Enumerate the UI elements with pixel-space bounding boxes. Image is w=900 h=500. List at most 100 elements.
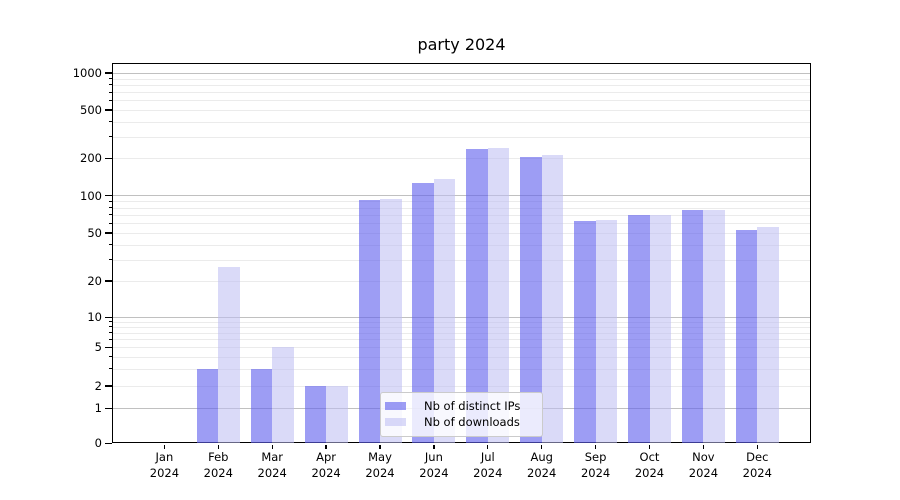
y-minor-tick (108, 332, 112, 334)
y-minor-tick (108, 222, 112, 224)
y-minor-tick (108, 200, 112, 202)
minor-gridline (113, 110, 810, 111)
x-tick-mark (163, 444, 166, 450)
x-tick-mark (702, 444, 705, 450)
bar-distinct-ips (304, 386, 327, 444)
bar-distinct-ips (466, 149, 488, 444)
y-minor-tick (108, 326, 112, 328)
y-tick-label: 2 (94, 379, 102, 393)
y-minor-tick (108, 259, 112, 261)
minor-gridline (113, 100, 810, 102)
minor-gridline (113, 78, 810, 80)
y-tick-label: 1000 (72, 66, 102, 80)
y-tick-mark (105, 316, 112, 318)
bar-distinct-ips (628, 214, 650, 444)
bar-downloads (595, 220, 618, 444)
bar-downloads (326, 386, 348, 444)
x-tick-label: Nov 2024 (688, 450, 719, 480)
y-minor-tick (108, 136, 112, 138)
x-tick-mark (541, 444, 543, 450)
bar-downloads (380, 199, 402, 444)
minor-gridline (113, 136, 810, 138)
y-tick-label: 100 (80, 188, 102, 203)
major-gridline (113, 195, 810, 196)
bar-downloads (218, 267, 240, 444)
x-tick-label: Mar 2024 (257, 450, 287, 480)
bar-distinct-ips (196, 368, 219, 444)
y-tick-label: 0 (94, 436, 102, 451)
x-tick-label: Aug 2024 (527, 450, 557, 480)
y-minor-tick (108, 84, 112, 86)
x-tick-mark (594, 444, 597, 450)
bar-downloads (487, 148, 510, 444)
legend-item-downloads: Nb of downloads (385, 414, 537, 430)
y-minor-tick (108, 214, 112, 216)
bar-distinct-ips (735, 229, 758, 444)
x-tick-label: Jul 2024 (473, 450, 503, 480)
y-tick-mark (105, 109, 112, 111)
bar-downloads (541, 155, 564, 444)
minor-gridline (113, 201, 810, 203)
bar-distinct-ips (412, 182, 434, 444)
legend-label: Nb of distinct IPs (424, 399, 521, 413)
legend-swatch-downloads (385, 418, 406, 426)
y-minor-tick (108, 99, 112, 101)
bar-downloads (703, 210, 725, 444)
x-tick-label: Jan 2024 (149, 450, 180, 480)
x-tick-label: Oct 2024 (634, 450, 665, 480)
minor-gridline (113, 207, 810, 209)
y-tick-mark (105, 442, 112, 444)
bar-downloads (272, 347, 294, 444)
y-tick-label: 1 (94, 401, 102, 416)
x-tick-mark (379, 444, 381, 450)
bar-downloads (433, 178, 456, 444)
legend: Nb of distinct IPs Nb of downloads (380, 392, 543, 437)
y-minor-tick (108, 368, 112, 370)
y-minor-tick (108, 338, 112, 340)
y-tick-mark (105, 72, 112, 74)
y-tick-mark (105, 385, 112, 387)
bar-distinct-ips (520, 156, 542, 444)
legend-item-distinct-ips: Nb of distinct IPs (385, 398, 537, 414)
legend-label: Nb of downloads (424, 415, 520, 429)
minor-gridline (113, 92, 810, 94)
minor-gridline (113, 158, 810, 160)
x-tick-mark (756, 444, 758, 450)
y-tick-label: 20 (87, 274, 102, 288)
y-minor-tick (108, 121, 112, 123)
bar-downloads (757, 226, 779, 444)
x-tick-mark (487, 444, 489, 450)
y-tick-label: 50 (87, 226, 102, 240)
y-tick-mark (105, 280, 112, 282)
x-tick-mark (217, 444, 219, 450)
y-tick-mark (105, 157, 112, 159)
y-tick-label: 200 (80, 151, 102, 166)
y-minor-tick (108, 207, 112, 209)
x-tick-mark (325, 444, 327, 450)
bar-distinct-ips (250, 368, 273, 444)
x-tick-label: May 2024 (365, 450, 395, 480)
y-tick-label: 10 (87, 310, 102, 325)
y-minor-tick (108, 356, 112, 358)
x-tick-label: Apr 2024 (311, 450, 341, 480)
y-tick-mark (105, 194, 112, 197)
x-tick-label: Sep 2024 (580, 450, 611, 480)
y-tick-mark (105, 407, 112, 409)
y-minor-tick (108, 244, 112, 246)
minor-gridline (113, 84, 810, 86)
x-tick-mark (648, 444, 651, 450)
y-minor-tick (108, 321, 112, 323)
bar-downloads (649, 214, 671, 444)
bar-distinct-ips (574, 221, 596, 444)
x-tick-label: Feb 2024 (203, 450, 233, 480)
legend-swatch-distinct-ips (385, 402, 406, 410)
y-tick-mark (105, 346, 112, 348)
chart-title: party 2024 (417, 35, 506, 54)
x-tick-label: Jun 2024 (419, 450, 449, 480)
minor-gridline (113, 121, 810, 123)
bar-distinct-ips (681, 210, 704, 444)
x-tick-mark (271, 444, 273, 450)
y-tick-mark (105, 232, 112, 234)
bar-distinct-ips (358, 200, 380, 444)
y-tick-label: 5 (94, 340, 102, 355)
